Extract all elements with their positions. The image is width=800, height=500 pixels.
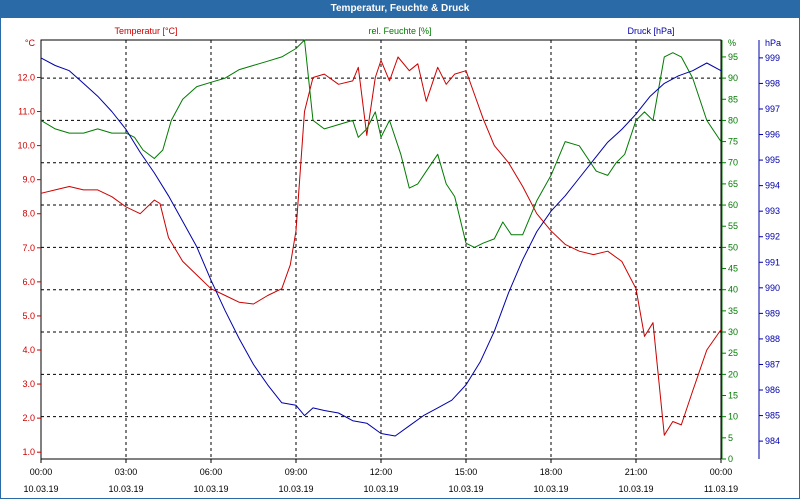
grid-lines: [41, 40, 721, 459]
axes: [37, 39, 763, 463]
x-tick-time: 00:00: [710, 467, 733, 477]
x-tick-time: 03:00: [115, 467, 138, 477]
y-right-inner-tick-label: 80: [728, 115, 738, 125]
y-right-outer-unit: hPa: [765, 38, 781, 48]
y-left-tick-label: 6.0: [22, 277, 35, 287]
axis-labels: °C% hPa Temperatur [°C] rel. Feuchte [%] Dru…: [25, 26, 781, 48]
y-right-outer-tick-label: 996: [765, 130, 780, 140]
y-right-outer-tick-label: 984: [765, 436, 780, 446]
y-left-tick-label: 11.0: [18, 107, 35, 117]
y-right-inner-tick-label: 75: [728, 137, 738, 147]
x-tick-time: 18:00: [540, 467, 563, 477]
tick-labels: 00:00 10.03.19 03:00 10.03.19 06:00 10.03.19 0…: [17, 52, 780, 494]
y-right-inner-unit: %: [728, 38, 736, 48]
y-left-tick-label: 12.0: [17, 72, 35, 82]
y-right-outer-tick-label: 998: [765, 78, 780, 88]
y-right-inner-tick-label: 20: [728, 369, 738, 379]
y-left-tick-label: 2.0: [22, 413, 35, 423]
y-right-inner-tick-label: 15: [728, 391, 738, 401]
y-right-outer-tick-label: 997: [765, 104, 780, 114]
x-tick-time: 12:00: [370, 467, 393, 477]
y-right-outer-tick-label: 987: [765, 359, 780, 369]
y-right-inner-tick-label: 60: [728, 200, 738, 210]
chart-frame: 00:00 10.03.19 03:00 10.03.19 06:00 10.03.19 0…: [0, 18, 800, 499]
temperature-line: [40, 56, 722, 436]
y-right-inner-tick-label: 70: [728, 158, 738, 168]
y-left-tick-label: 8.0: [22, 209, 35, 219]
pressure-axis-label: Druck [hPa]: [627, 26, 674, 36]
y-left-unit: °C: [25, 38, 36, 48]
y-right-inner-tick-label: 40: [728, 285, 738, 295]
x-tick-date: 10.03.19: [363, 484, 398, 494]
y-right-outer-tick-label: 991: [765, 257, 780, 267]
y-right-outer-tick-label: 995: [765, 155, 780, 165]
chart-svg: 00:00 10.03.19 03:00 10.03.19 06:00 10.03.19 0…: [17, 26, 781, 494]
x-tick-date: 10.03.19: [278, 484, 313, 494]
y-right-inner-tick-label: 30: [728, 327, 738, 337]
data-series: [40, 39, 722, 437]
y-right-inner-tick-label: 5: [728, 433, 733, 443]
x-tick-time: 09:00: [285, 467, 308, 477]
y-right-inner-tick-label: 45: [728, 264, 738, 274]
y-right-inner-tick-label: 55: [728, 221, 738, 231]
x-tick-time: 00:00: [30, 467, 53, 477]
x-tick-time: 21:00: [625, 467, 648, 477]
y-right-outer-tick-label: 992: [765, 232, 780, 242]
x-tick-date: 10.03.19: [193, 484, 228, 494]
y-right-outer-tick-label: 988: [765, 334, 780, 344]
y-left-tick-label: 1.0: [22, 447, 35, 457]
x-tick-date: 10.03.19: [23, 484, 58, 494]
pressure-line: [40, 57, 722, 437]
y-left-tick-label: 4.0: [22, 345, 35, 355]
x-tick-time: 06:00: [200, 467, 223, 477]
plot-area-border: [40, 39, 722, 460]
y-right-outer-tick-label: 994: [765, 181, 780, 191]
y-left-tick-label: 9.0: [22, 175, 35, 185]
x-tick-date: 10.03.19: [448, 484, 483, 494]
window-title: Temperatur, Feuchte & Druck: [0, 0, 800, 18]
y-right-inner-tick-label: 10: [728, 412, 738, 422]
temperature-axis-label: Temperatur [°C]: [114, 26, 177, 36]
y-right-outer-tick-label: 990: [765, 283, 780, 293]
y-left-tick-label: 7.0: [22, 243, 35, 253]
x-tick-date: 10.03.19: [533, 484, 568, 494]
y-right-inner-tick-label: 0: [728, 454, 733, 464]
humidity-axis-label: rel. Feuchte [%]: [368, 26, 431, 36]
x-tick-date: 10.03.19: [618, 484, 653, 494]
y-right-inner-tick-label: 35: [728, 306, 738, 316]
y-left-tick-label: 3.0: [22, 379, 35, 389]
y-left-tick-label: 5.0: [22, 311, 35, 321]
y-left-tick-label: 10.0: [17, 141, 35, 151]
y-right-outer-tick-label: 993: [765, 206, 780, 216]
y-right-inner-tick-label: 95: [728, 52, 738, 62]
y-right-outer-tick-label: 986: [765, 385, 780, 395]
y-right-inner-tick-label: 90: [728, 73, 738, 83]
y-right-inner-tick-label: 85: [728, 94, 738, 104]
y-right-inner-tick-label: 65: [728, 179, 738, 189]
humidity-line: [40, 39, 722, 248]
y-right-inner-tick-label: 50: [728, 242, 738, 252]
x-tick-date: 10.03.19: [108, 484, 143, 494]
x-tick-date: 11.03.19: [704, 484, 738, 494]
x-tick-time: 15:00: [455, 467, 478, 477]
y-right-outer-tick-label: 985: [765, 411, 780, 421]
y-right-outer-tick-label: 989: [765, 308, 780, 318]
y-right-outer-tick-label: 999: [765, 53, 780, 63]
y-right-inner-tick-label: 25: [728, 348, 738, 358]
